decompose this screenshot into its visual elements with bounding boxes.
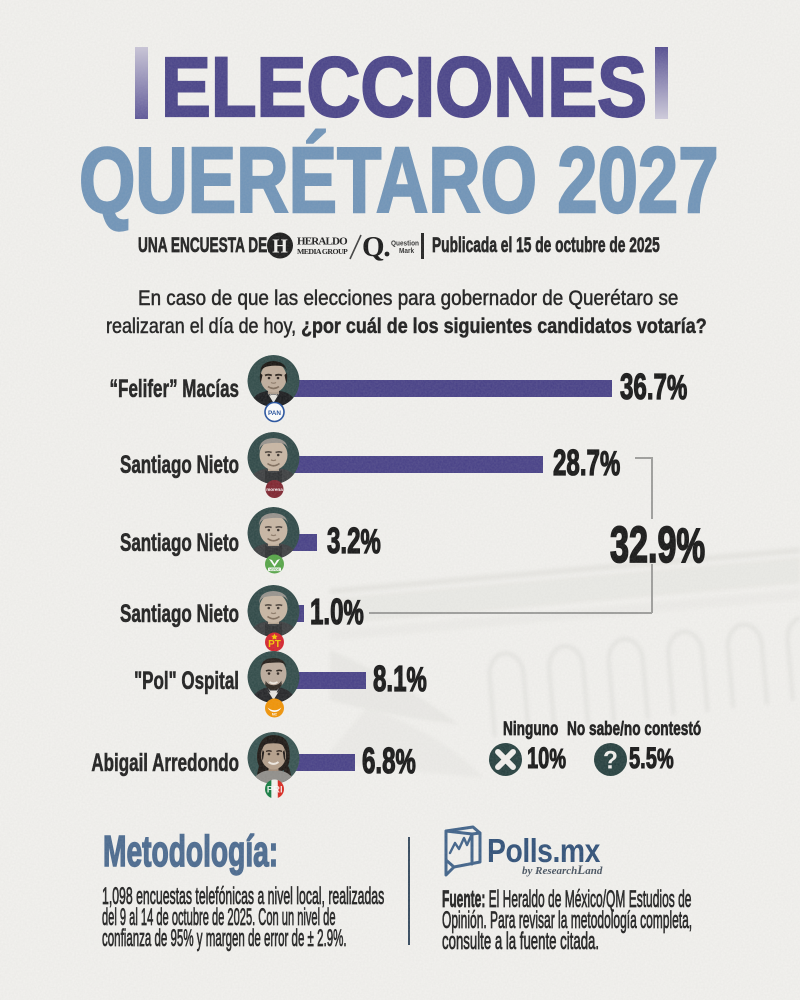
svg-text:Q: Q bbox=[362, 231, 385, 263]
svg-text:PRI: PRI bbox=[267, 785, 283, 796]
svg-text:H: H bbox=[272, 236, 288, 258]
svg-text:Mark: Mark bbox=[399, 248, 414, 255]
svg-text:PT: PT bbox=[268, 639, 281, 650]
svg-text:HERALDO: HERALDO bbox=[297, 236, 348, 248]
svg-text:by ResearchLand: by ResearchLand bbox=[522, 862, 603, 877]
svg-text:?: ? bbox=[603, 747, 618, 774]
svg-text:morena: morena bbox=[266, 487, 283, 492]
svg-text:MEDIA GROUP: MEDIA GROUP bbox=[297, 247, 348, 256]
svg-text:MC: MC bbox=[272, 713, 278, 717]
svg-text:PAN: PAN bbox=[268, 410, 281, 417]
svg-text:Question: Question bbox=[391, 240, 419, 247]
svg-text:VERDE: VERDE bbox=[269, 567, 279, 571]
